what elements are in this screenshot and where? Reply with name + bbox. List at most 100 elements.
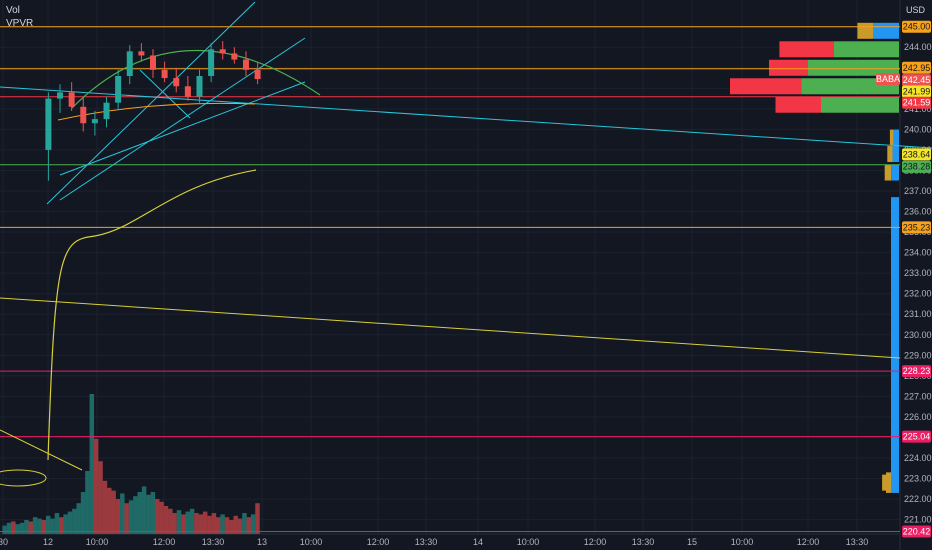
price-tag-label: 242.45: [903, 75, 931, 85]
candle-body: [91, 119, 98, 124]
volume-bar: [255, 503, 260, 534]
volume-bar: [37, 518, 42, 534]
candle-body: [80, 106, 87, 124]
candle-body: [254, 69, 261, 80]
x-tick-label: 10:00: [517, 537, 540, 547]
volume-bar: [141, 486, 147, 534]
vpvr-bar-buy: [801, 78, 899, 95]
vpvr-bar-sell: [857, 22, 873, 39]
candle-body: [196, 75, 203, 97]
y-tick-label: 224.00: [904, 453, 932, 463]
price-tag-label: 238.64: [903, 149, 931, 159]
candle-body: [208, 49, 215, 76]
candle-body: [231, 53, 238, 60]
price-tag: [902, 61, 931, 74]
volume-bar: [2, 525, 7, 534]
x-tick-label: 10:00: [300, 537, 323, 547]
vpvr-bar-sell: [769, 59, 808, 76]
volume-bar: [146, 494, 151, 534]
price-tag-label: 235.23: [903, 222, 931, 232]
volume-bar: [137, 492, 143, 534]
vpvr-bar-low-volume-gold: [886, 472, 891, 493]
y-tick-label: 221.00: [904, 515, 932, 525]
y-tick-label: 241.00: [904, 104, 932, 114]
vpvr-bar-buy: [892, 146, 899, 163]
x-tick-label: 12:00: [153, 537, 176, 547]
price-tag: [902, 148, 931, 161]
trend-line-steep: [46, 1, 256, 205]
price-tag: [902, 430, 931, 443]
price-tag-label: 241.59: [903, 98, 931, 108]
x-tick-label: 13:30: [202, 537, 225, 547]
volume-bar: [19, 522, 25, 534]
x-tick-label: 30: [0, 537, 8, 547]
volume-bar: [163, 506, 169, 534]
y-tick-label: 232.00: [904, 289, 932, 299]
price-tag-label: 238.28: [903, 162, 931, 172]
volume-bar: [15, 524, 20, 534]
candle-body: [161, 69, 168, 79]
y-tick-label: 222.00: [904, 494, 932, 504]
volume-bar: [67, 511, 73, 534]
volume-bar: [85, 471, 90, 534]
y-tick-label: 236.00: [904, 207, 932, 217]
vpvr-bar-sell: [779, 41, 834, 58]
volume-bar: [233, 515, 238, 534]
volume-bar: [93, 438, 99, 534]
x-tick-label: 13: [257, 537, 267, 547]
vpvr-indicator-label[interactable]: VPVR: [6, 18, 34, 29]
y-tick-label: 233.00: [904, 268, 932, 278]
vpvr-bar-buy: [821, 96, 899, 113]
volume-bar: [45, 515, 51, 534]
candle-body: [242, 59, 249, 70]
y-tick-label: 240.00: [904, 124, 932, 134]
volume-bar: [194, 513, 199, 534]
candle-body: [68, 92, 75, 107]
volume-bar: [159, 501, 164, 534]
volume-bar: [185, 511, 190, 534]
volume-bar: [216, 517, 221, 534]
x-tick-label: 13:30: [846, 537, 869, 547]
candle-body: [103, 102, 110, 120]
volume-indicator-label[interactable]: Vol: [6, 5, 20, 16]
volume-bar: [128, 500, 134, 534]
candle-body: [173, 78, 180, 87]
arc-curve: [71, 50, 321, 109]
volume-bar: [76, 503, 81, 534]
price-tag-label: 245.00: [903, 22, 931, 32]
x-tick-label: 15: [687, 537, 697, 547]
price-tag: [902, 221, 931, 234]
volume-bar: [211, 513, 217, 534]
x-tick-label: 13:30: [415, 537, 438, 547]
x-tick-label: 10:00: [86, 537, 109, 547]
volume-bar: [189, 508, 195, 534]
vwap-curve: [47, 169, 257, 461]
trend-line-short: [139, 69, 191, 119]
vpvr-bar-sell: [775, 96, 821, 113]
vpvr-bar-sell: [889, 129, 894, 146]
y-tick-label: 223.00: [904, 474, 932, 484]
volume-bar: [89, 394, 95, 534]
volume-bar: [24, 520, 29, 534]
volume-bar: [115, 499, 121, 534]
volume-bar: [28, 521, 34, 534]
pattern-ellipse: [0, 469, 47, 487]
price-tag: [902, 74, 931, 87]
price-tag: [902, 20, 931, 33]
volume-bar: [229, 520, 234, 534]
trend-line-left: [0, 429, 83, 471]
x-tick-label: 12: [43, 537, 53, 547]
price-tag-label: 241.99: [903, 87, 931, 97]
candle-body: [57, 92, 64, 99]
candle-body: [45, 98, 52, 150]
price-tag-label: 242.95: [903, 63, 931, 73]
volume-bar: [172, 513, 177, 534]
volume-bar: [168, 508, 173, 534]
candle-body: [115, 75, 122, 103]
volume-bar: [154, 499, 160, 534]
vpvr-bar-buy: [873, 22, 899, 39]
volume-bar: [176, 510, 182, 534]
volume-bar: [198, 514, 204, 534]
volume-bar: [107, 487, 112, 534]
